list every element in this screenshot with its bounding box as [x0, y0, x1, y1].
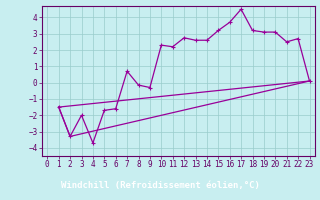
Text: Windchill (Refroidissement éolien,°C): Windchill (Refroidissement éolien,°C) [60, 181, 260, 190]
